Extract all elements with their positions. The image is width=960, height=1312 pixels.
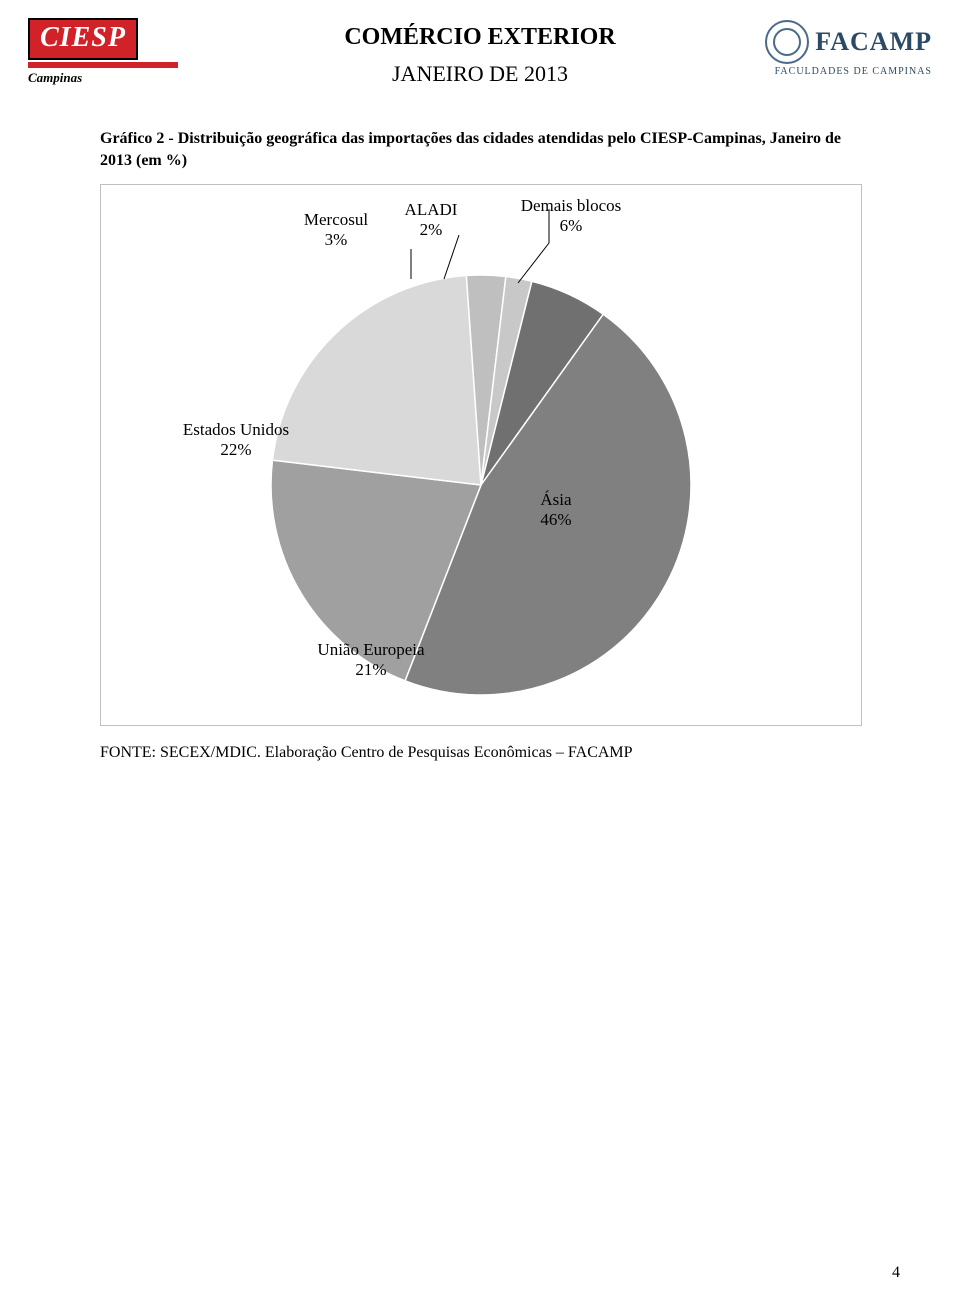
- logo-facamp-sub: FACULDADES DE CAMPINAS: [732, 66, 932, 77]
- slice-label-demais-blocos: Demais blocos6%: [521, 196, 622, 235]
- page-header: CIESP Campinas COMÉRCIO EXTERIOR JANEIRO…: [0, 18, 960, 98]
- pie-chart-frame: Demais blocos6%Ásia46%União Europeia21%E…: [100, 184, 862, 726]
- logo-facamp-brand: FACAMP: [815, 27, 932, 57]
- chart-caption: Gráfico 2 - Distribuição geográfica das …: [100, 128, 860, 171]
- slice-label-mercosul: Mercosul3%: [304, 210, 368, 249]
- pie-chart: Demais blocos6%Ásia46%União Europeia21%E…: [101, 185, 861, 725]
- slice-label-aladi: ALADI2%: [405, 200, 458, 239]
- leader-line: [444, 235, 459, 279]
- pie-slice-estados-unidos: [272, 276, 481, 485]
- page-number: 4: [892, 1264, 900, 1282]
- leader-line: [518, 209, 549, 283]
- slice-label-ásia: Ásia46%: [540, 490, 572, 529]
- logo-facamp: FACAMP FACULDADES DE CAMPINAS: [732, 20, 932, 77]
- chart-source: FONTE: SECEX/MDIC. Elaboração Centro de …: [100, 744, 633, 762]
- chart-caption-block: Gráfico 2 - Distribuição geográfica das …: [100, 128, 860, 171]
- facamp-icon: [765, 20, 809, 64]
- page: { "header": { "title": "COMÉRCIO EXTERIO…: [0, 0, 960, 1312]
